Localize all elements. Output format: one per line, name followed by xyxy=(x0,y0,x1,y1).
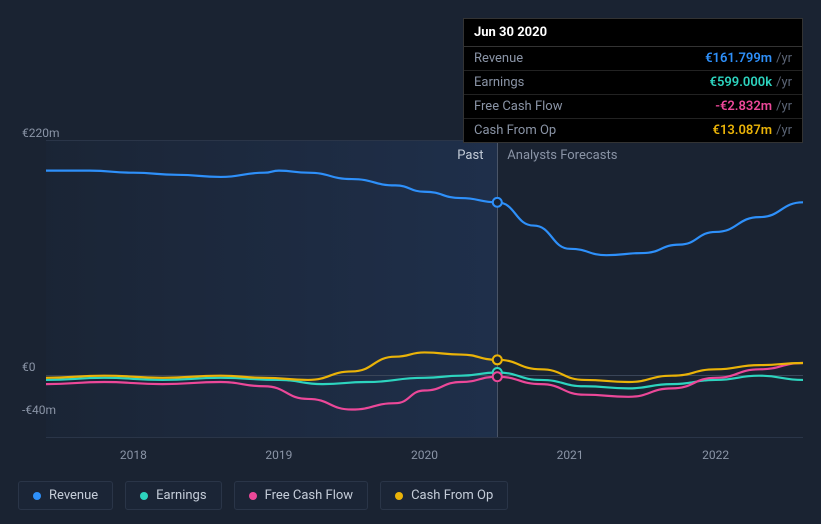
financials-chart: Jun 30 2020 Revenue€161.799m/yrEarnings€… xyxy=(18,18,803,483)
x-tick-label: 2020 xyxy=(411,448,438,462)
tooltip-row-label: Free Cash Flow xyxy=(474,99,715,114)
legend-dot-icon xyxy=(33,492,41,500)
tooltip-row-value: -€2.832m xyxy=(715,99,772,114)
hover-marker-revenue xyxy=(493,198,502,207)
legend-item[interactable]: Cash From Op xyxy=(380,481,508,510)
legend-item[interactable]: Revenue xyxy=(18,481,113,510)
tooltip-date: Jun 30 2020 xyxy=(464,19,802,47)
plot-area[interactable] xyxy=(46,140,803,438)
legend-item[interactable]: Free Cash Flow xyxy=(234,481,368,510)
tooltip-row-value: €161.799m xyxy=(705,51,772,66)
tooltip-row: Cash From Op€13.087m/yr xyxy=(464,119,802,142)
series-revenue xyxy=(46,171,803,256)
y-tick-label: -€40m xyxy=(22,403,56,417)
legend-item[interactable]: Earnings xyxy=(125,481,221,510)
forecast-label: Analysts Forecasts xyxy=(507,148,617,163)
series-fcf xyxy=(46,363,803,410)
tooltip-row-unit: /yr xyxy=(776,75,792,90)
x-tick-label: 2018 xyxy=(120,448,147,462)
tooltip-row-unit: /yr xyxy=(776,123,792,138)
tooltip-row-unit: /yr xyxy=(776,51,792,66)
tooltip-row: Free Cash Flow-€2.832m/yr xyxy=(464,95,802,119)
x-tick-label: 2021 xyxy=(557,448,584,462)
tooltip-row: Revenue€161.799m/yr xyxy=(464,47,802,71)
past-label: Past xyxy=(457,148,483,163)
legend-dot-icon xyxy=(249,492,257,500)
y-tick-label: €0 xyxy=(22,360,36,374)
legend-label: Free Cash Flow xyxy=(265,488,353,503)
x-tick-label: 2022 xyxy=(702,448,729,462)
legend-dot-icon xyxy=(140,492,148,500)
legend-label: Earnings xyxy=(156,488,206,503)
legend-label: Revenue xyxy=(49,488,98,503)
hover-tooltip: Jun 30 2020 Revenue€161.799m/yrEarnings€… xyxy=(463,18,803,143)
tooltip-row-label: Cash From Op xyxy=(474,123,713,138)
hover-marker-fcf xyxy=(493,372,502,381)
tooltip-row-value: €599.000k xyxy=(710,75,773,90)
tooltip-row: Earnings€599.000k/yr xyxy=(464,71,802,95)
tooltip-row-label: Earnings xyxy=(474,75,710,90)
tooltip-row-unit: /yr xyxy=(776,99,792,114)
legend-label: Cash From Op xyxy=(411,488,493,503)
y-tick-label: €220m xyxy=(22,126,60,140)
tooltip-row-label: Revenue xyxy=(474,51,705,66)
legend-dot-icon xyxy=(395,492,403,500)
hover-marker-cfo xyxy=(493,355,502,364)
legend: Revenue Earnings Free Cash Flow Cash From O… xyxy=(18,481,508,510)
x-tick-label: 2019 xyxy=(265,448,292,462)
tooltip-row-value: €13.087m xyxy=(713,123,773,138)
series-lines xyxy=(46,141,803,437)
